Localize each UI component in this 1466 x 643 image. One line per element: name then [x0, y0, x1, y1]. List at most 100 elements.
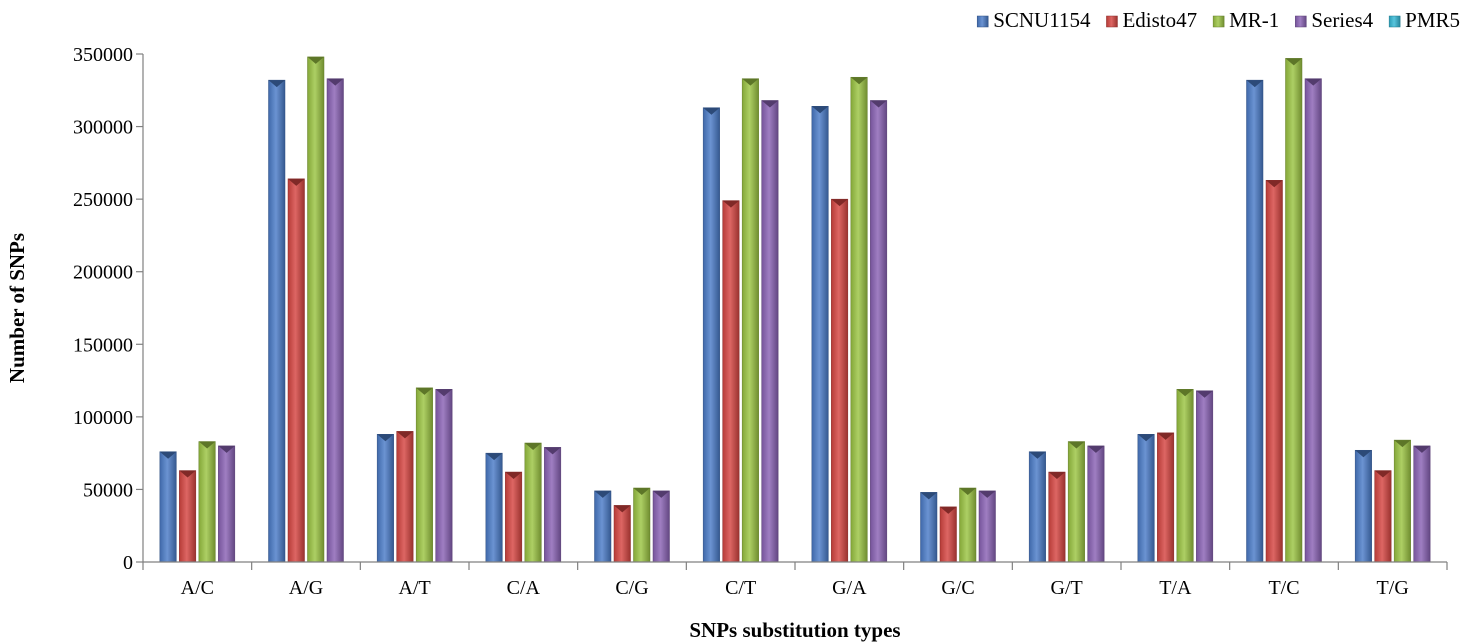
legend-swatch [1106, 15, 1118, 28]
bar-cap [1137, 434, 1155, 442]
y-tick-label: 350000 [73, 44, 133, 66]
legend-label: MR-1 [1229, 8, 1279, 32]
legend-swatch [976, 15, 989, 28]
bar [376, 434, 394, 563]
bar-body [198, 441, 216, 563]
legend-item: PMR5 [1388, 8, 1460, 32]
y-tick-label: 250000 [73, 189, 133, 211]
y-tick-label: 100000 [73, 407, 133, 429]
bar-body [978, 490, 996, 563]
bar-cap [831, 199, 848, 207]
bar-cap [1087, 445, 1105, 453]
bar-body [1265, 180, 1283, 563]
legend-swatch [1388, 15, 1401, 28]
bar-cap [1413, 445, 1431, 453]
bar-cap [1029, 451, 1046, 459]
x-tick-label: G/A [832, 577, 867, 599]
bar [722, 200, 740, 563]
bar [1137, 434, 1155, 563]
legend-label: PMR5 [1405, 8, 1460, 32]
bar-body [396, 431, 414, 563]
bar [524, 442, 542, 563]
bar [307, 56, 325, 563]
bar-body [1176, 389, 1194, 563]
x-tick-label: A/T [399, 577, 431, 599]
bar [1413, 445, 1431, 563]
bar [594, 490, 612, 563]
bar-body [415, 387, 433, 563]
bar [959, 487, 977, 563]
bar [978, 490, 996, 563]
bar [1393, 439, 1411, 563]
bar [1374, 470, 1392, 563]
bar [761, 100, 779, 563]
bar-cap [198, 441, 216, 449]
legend-label: SCNU1154 [993, 8, 1091, 32]
bar-body [1354, 449, 1372, 563]
x-tick-label: T/C [1268, 577, 1299, 599]
bar-cap [288, 178, 305, 186]
bar-cap [1246, 80, 1263, 88]
bar [1048, 471, 1066, 563]
bar [268, 79, 286, 563]
bar-cap [870, 100, 887, 108]
bar-cap [1266, 180, 1283, 188]
bar-body [524, 442, 542, 563]
bar [1028, 451, 1046, 563]
bar-body [218, 445, 236, 563]
x-tick-label: C/G [615, 577, 648, 599]
bar-body [594, 490, 612, 563]
bar-body [1196, 390, 1214, 563]
bar-cap [159, 451, 177, 459]
x-tick-label: A/G [289, 577, 323, 599]
bar-cap [761, 100, 779, 108]
y-tick-label: 50000 [83, 479, 133, 501]
bars-layer [159, 56, 1431, 563]
bar [831, 198, 849, 563]
bar [613, 505, 631, 563]
bar-body [1048, 471, 1066, 563]
x-ticks: A/C A/G A/T C/A C/G C/T G/A G/C G/T T/A T/C T/G [142, 562, 1448, 599]
bar-cap [1196, 390, 1213, 398]
bar-cap [1355, 450, 1372, 458]
legend-item: Edisto47 [1106, 8, 1197, 32]
bar-cap [396, 431, 414, 439]
bar [287, 178, 305, 563]
bar-body [652, 490, 670, 563]
legend: SCNU1154 Edisto47 MR-1 Series4 PMR5 [976, 8, 1460, 32]
bar [505, 471, 523, 563]
bar-body [939, 506, 957, 563]
bar-body [307, 56, 325, 563]
bar-cap [1394, 440, 1411, 448]
bar-body [287, 178, 305, 563]
bar-body [435, 389, 453, 563]
bar [652, 490, 670, 563]
bar-cap [524, 442, 542, 450]
bar [179, 470, 197, 563]
bar-body [1246, 79, 1264, 563]
bar-cap [653, 490, 670, 498]
bar [396, 431, 414, 563]
bar [741, 78, 759, 563]
bar [1176, 389, 1194, 563]
bar-body [326, 78, 344, 563]
bar [1354, 449, 1372, 563]
bar [415, 387, 433, 563]
bar-body [761, 100, 779, 563]
x-tick-label: C/T [725, 577, 756, 599]
bar-body [831, 198, 849, 563]
legend-item: Series4 [1295, 8, 1374, 32]
bar [485, 452, 503, 563]
bar [1304, 78, 1322, 563]
y-tick-label: 300000 [73, 117, 133, 139]
bar-cap [1374, 470, 1392, 478]
bar-body [702, 107, 720, 563]
bar-cap [485, 453, 503, 461]
bar [850, 76, 868, 563]
bar-cap [979, 490, 996, 498]
bar-body [1304, 78, 1322, 563]
bar [920, 492, 938, 563]
bar-body [850, 76, 868, 563]
bar-cap [1176, 389, 1194, 397]
